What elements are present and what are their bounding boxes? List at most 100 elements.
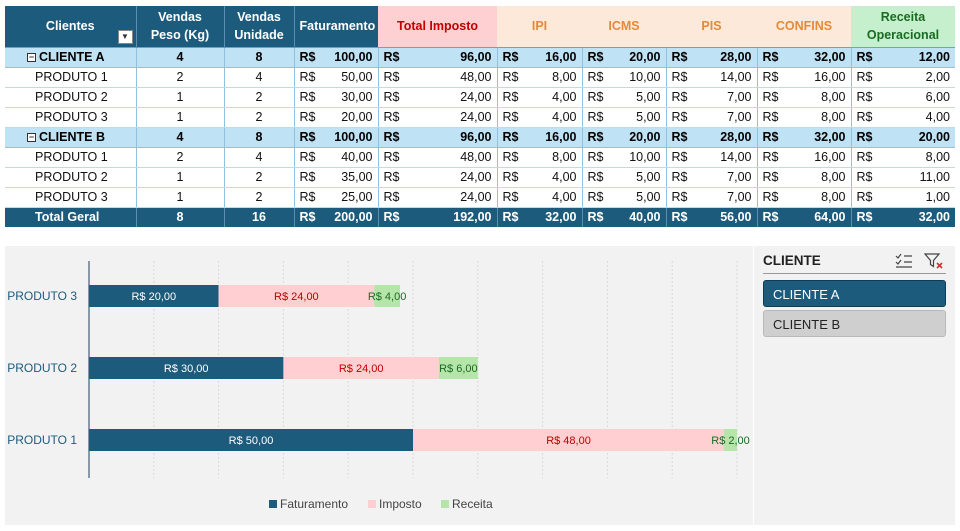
cell-vendas-unidade: 2 — [223, 87, 294, 108]
cell-value: 6,00 — [925, 90, 950, 104]
cell-faturamento: R$ 100,00 — [293, 126, 378, 148]
currency-symbol: R$ — [762, 210, 779, 225]
cell-receita: R$ 6,00 — [850, 87, 955, 108]
cell-value: 28,00 — [720, 50, 752, 64]
cell-ipi: R$ 16,00 — [496, 46, 582, 68]
cell-value: 8,00 — [925, 150, 950, 164]
bar-receita — [724, 429, 737, 451]
category-label: PRODUTO 2 — [7, 361, 77, 375]
currency-symbol: R$ — [671, 70, 688, 84]
filter-dropdown-icon[interactable]: ▼ — [117, 29, 133, 44]
cell-vendas-unidade: 2 — [223, 187, 294, 208]
cell-confins: R$ 32,00 — [756, 126, 851, 148]
currency-symbol: R$ — [502, 130, 519, 144]
currency-symbol: R$ — [671, 190, 688, 204]
clear-filter-icon[interactable] — [923, 252, 944, 270]
cell-vendas-peso: 1 — [135, 87, 224, 108]
header-receita: Receita Operacional — [851, 6, 955, 47]
cell-icms: R$ 5,00 — [581, 107, 666, 128]
currency-symbol: R$ — [587, 90, 604, 104]
cell-value: 12,00 — [918, 50, 950, 64]
total-label: Total Geral — [5, 207, 136, 227]
currency-symbol: R$ — [671, 170, 688, 184]
multi-select-icon[interactable] — [894, 252, 914, 270]
cell-icms: R$ 5,00 — [581, 187, 666, 208]
cell-value: 11,00 — [919, 170, 950, 184]
slicer-divider — [763, 273, 946, 274]
cell-faturamento: R$ 50,00 — [293, 67, 378, 88]
currency-symbol: R$ — [299, 90, 316, 104]
cell-pis: R$ 14,00 — [665, 147, 757, 168]
cell-value: 7,00 — [727, 110, 752, 124]
cell-value: 4,00 — [925, 110, 950, 124]
legend-swatch — [368, 500, 376, 508]
header-vendas-unidade: Vendas Unidade — [223, 6, 294, 47]
cell-faturamento: R$ 25,00 — [293, 187, 378, 208]
currency-symbol: R$ — [587, 110, 604, 124]
cell-faturamento: R$ 100,00 — [293, 46, 378, 68]
cell-receita: R$ 2,00 — [850, 67, 955, 88]
currency-symbol: R$ — [762, 110, 779, 124]
cell-total-imposto: R$ 24,00 — [377, 87, 497, 108]
cell-value: 35,00 — [341, 170, 373, 184]
product-label: PRODUTO 3 — [5, 107, 136, 128]
category-label: PRODUTO 3 — [7, 289, 77, 303]
cliente-slicer: CLIENTE CLIENTE A CLIENTE B — [754, 246, 955, 525]
cell-value: 40,00 — [629, 210, 661, 225]
currency-symbol: R$ — [299, 110, 316, 124]
cell-confins: R$ 8,00 — [756, 87, 851, 108]
cell-pis: R$ 7,00 — [665, 107, 757, 128]
cell-total-imposto: R$ 24,00 — [377, 107, 497, 128]
collapse-icon[interactable]: − — [27, 51, 36, 62]
collapse-icon[interactable]: − — [27, 131, 36, 142]
cell-confins: R$ 32,00 — [756, 46, 851, 68]
currency-symbol: R$ — [299, 150, 316, 164]
cell-vendas-peso: 8 — [135, 207, 224, 227]
bar-imposto — [283, 357, 439, 379]
slicer-item-cliente-b[interactable]: CLIENTE B — [763, 310, 946, 337]
currency-symbol: R$ — [299, 170, 316, 184]
header-vendas-peso: Vendas Peso (Kg) — [135, 6, 224, 47]
cell-confins: R$ 8,00 — [756, 187, 851, 208]
cell-receita: R$ 11,00 — [850, 167, 955, 188]
cell-value: 8,00 — [821, 170, 846, 184]
currency-symbol: R$ — [587, 130, 604, 144]
cell-confins: R$ 64,00 — [756, 207, 851, 227]
currency-symbol: R$ — [856, 110, 873, 124]
slicer-item-cliente-a[interactable]: CLIENTE A — [763, 280, 946, 307]
cell-icms: R$ 40,00 — [581, 207, 666, 227]
cell-value: 5,00 — [636, 170, 661, 184]
cell-value: 16,00 — [545, 130, 577, 144]
cell-value: 8,00 — [552, 150, 577, 164]
currency-symbol: R$ — [299, 50, 316, 64]
group-label: − CLIENTE B — [5, 126, 136, 148]
currency-symbol: R$ — [671, 210, 688, 225]
currency-symbol: R$ — [762, 130, 779, 144]
cell-total-imposto: R$ 96,00 — [377, 46, 497, 68]
cell-receita: R$ 1,00 — [850, 187, 955, 208]
cell-confins: R$ 8,00 — [756, 167, 851, 188]
cell-value: 32,00 — [918, 210, 950, 225]
cell-faturamento: R$ 200,00 — [293, 207, 378, 227]
cell-confins: R$ 16,00 — [756, 147, 851, 168]
cell-vendas-peso: 4 — [135, 126, 224, 148]
data-label: R$ 24,00 — [274, 291, 319, 303]
currency-symbol: R$ — [383, 210, 400, 225]
cell-vendas-unidade: 4 — [223, 147, 294, 168]
cell-vendas-peso: 1 — [135, 167, 224, 188]
cell-value: 28,00 — [720, 130, 752, 144]
cell-value: 8,00 — [821, 90, 846, 104]
currency-symbol: R$ — [671, 110, 688, 124]
cell-icms: R$ 5,00 — [581, 87, 666, 108]
currency-symbol: R$ — [856, 90, 873, 104]
product-label: PRODUTO 2 — [5, 87, 136, 108]
currency-symbol: R$ — [383, 90, 400, 104]
data-label: R$ 30,00 — [164, 363, 209, 375]
cell-value: 25,00 — [341, 190, 373, 204]
cell-value: 192,00 — [453, 210, 492, 225]
cell-icms: R$ 5,00 — [581, 167, 666, 188]
cell-value: 14,00 — [720, 70, 752, 84]
group-name: CLIENTE B — [39, 130, 105, 144]
currency-symbol: R$ — [587, 170, 604, 184]
currency-symbol: R$ — [762, 170, 779, 184]
